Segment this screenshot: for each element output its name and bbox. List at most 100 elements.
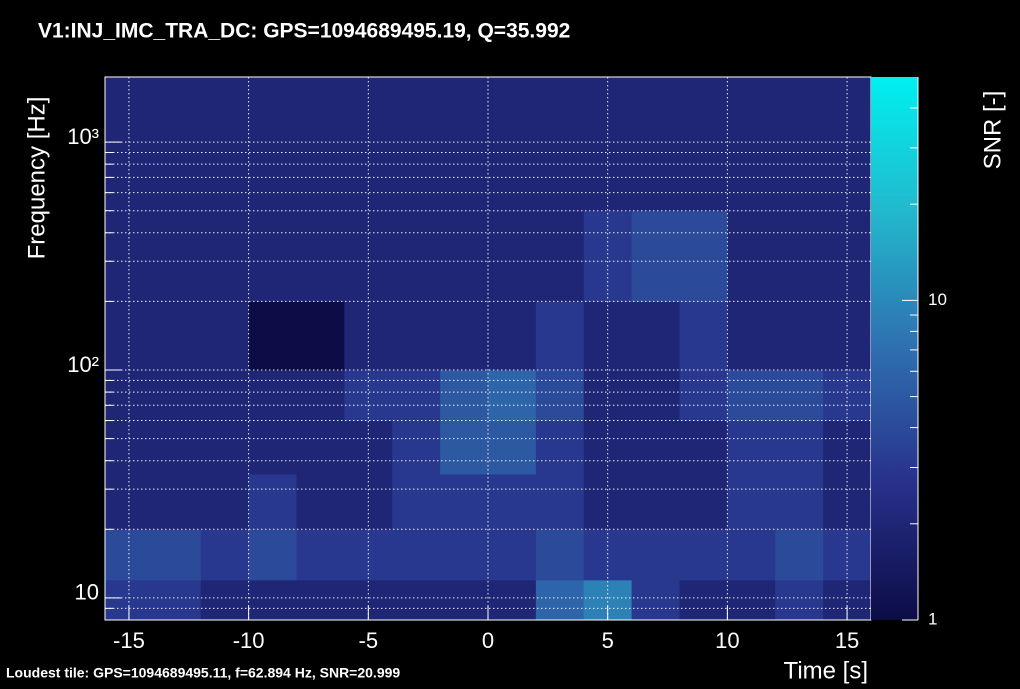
tile (105, 301, 153, 370)
tile (536, 211, 584, 302)
chart-title: V1:INJ_IMC_TRA_DC: GPS=1094689495.19, Q=… (38, 20, 570, 43)
tile (249, 580, 297, 621)
x-tick-label: 5 (602, 628, 614, 653)
tile (727, 474, 775, 530)
tile (632, 474, 680, 530)
tile (344, 301, 392, 370)
x-tick-label: 10 (715, 628, 739, 653)
tile (536, 77, 584, 211)
tile (680, 77, 728, 211)
tile (344, 529, 392, 580)
x-tick-label: -5 (359, 628, 379, 653)
tile (488, 211, 536, 302)
tile (680, 474, 728, 530)
colorbar-tick-label: 10 (928, 290, 947, 309)
tile (440, 370, 488, 421)
tile (727, 77, 775, 211)
tile (249, 474, 297, 530)
tile (153, 370, 201, 421)
tile (249, 370, 297, 421)
tile (823, 211, 871, 302)
tile (297, 211, 345, 302)
tile (153, 421, 201, 475)
tile (392, 211, 440, 302)
tile (297, 580, 345, 621)
y-tick-label: 10³ (67, 124, 99, 149)
y-axis-label: Frequency [Hz] (23, 97, 50, 260)
tile (488, 301, 536, 370)
tile (440, 529, 488, 580)
tile (536, 474, 584, 530)
tile (632, 370, 680, 421)
tile (440, 211, 488, 302)
tile (488, 77, 536, 211)
x-tick-label: 15 (835, 628, 859, 653)
colorbar-tick-label: 1 (928, 609, 937, 628)
tile (344, 211, 392, 302)
tile (153, 474, 201, 530)
tile (392, 421, 440, 475)
footer: Loudest tile: GPS=1094689495.11, f=62.89… (6, 665, 400, 681)
tile (775, 529, 823, 580)
tile (201, 421, 249, 475)
tile (584, 211, 632, 302)
x-tick-label: -15 (113, 628, 145, 653)
tile (727, 301, 775, 370)
colorbar-label: SNR [-] (979, 91, 1006, 170)
tile (775, 421, 823, 475)
tile (105, 211, 153, 302)
tile (727, 211, 775, 302)
tile (536, 580, 584, 621)
tile (392, 529, 440, 580)
tile (775, 301, 823, 370)
tile (632, 301, 680, 370)
tile (536, 370, 584, 421)
tile (297, 77, 345, 211)
tile (632, 211, 680, 302)
tile (440, 301, 488, 370)
tile (775, 474, 823, 530)
tile (249, 529, 297, 580)
tile (536, 529, 584, 580)
x-tick-label: 0 (482, 628, 494, 653)
tile (201, 529, 249, 580)
tile (392, 474, 440, 530)
tile (823, 301, 871, 370)
tile (201, 370, 249, 421)
tile (153, 211, 201, 302)
tile (632, 421, 680, 475)
tile (201, 474, 249, 530)
tile (488, 421, 536, 475)
tile (153, 529, 201, 580)
colorbar (871, 77, 918, 620)
tile (680, 301, 728, 370)
tile (680, 529, 728, 580)
tile (153, 301, 201, 370)
tile (488, 474, 536, 530)
tile (440, 77, 488, 211)
x-tick-label: -10 (233, 628, 265, 653)
tile (440, 580, 488, 621)
chart: V1:INJ_IMC_TRA_DC: GPS=1094689495.19, Q=… (0, 0, 1020, 689)
tile (297, 421, 345, 475)
tile (727, 529, 775, 580)
tile (249, 211, 297, 302)
tile (680, 421, 728, 475)
tile (775, 370, 823, 421)
tile (775, 580, 823, 621)
tile (392, 301, 440, 370)
tile (536, 301, 584, 370)
tile (536, 421, 584, 475)
tile (680, 370, 728, 421)
tile (249, 77, 297, 211)
tile (297, 370, 345, 421)
tile (775, 77, 823, 211)
tile (201, 580, 249, 621)
tile (249, 301, 297, 370)
tile (727, 580, 775, 621)
tile (488, 580, 536, 621)
tile (584, 529, 632, 580)
tile (440, 474, 488, 530)
tile (727, 370, 775, 421)
tile (632, 580, 680, 621)
